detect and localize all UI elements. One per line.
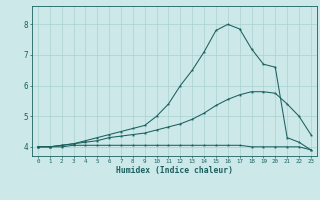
X-axis label: Humidex (Indice chaleur): Humidex (Indice chaleur)	[116, 166, 233, 175]
